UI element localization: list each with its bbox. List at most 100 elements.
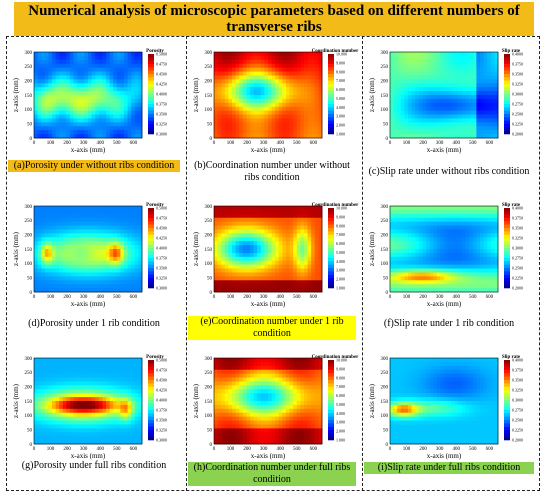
y-tick-label: 200 — [381, 385, 389, 390]
colorbar-tick-label: 10.000 — [336, 358, 347, 363]
colorbar-tick-label: 0.2000 — [512, 286, 523, 291]
y-tick-label: 300 — [381, 357, 389, 362]
y-tick-label: 200 — [205, 385, 213, 390]
x-tick-label: 200 — [63, 447, 71, 452]
x-tick-label: 200 — [243, 141, 251, 146]
colorbar-tick-label: 0.5000 — [156, 52, 167, 57]
y-tick-label: 0 — [386, 443, 389, 448]
plot-frame — [213, 205, 323, 293]
y-tick-label: 50 — [27, 122, 33, 127]
y-tick-label: 250 — [205, 65, 213, 70]
y-tick-label: 50 — [207, 276, 213, 281]
y-tick-label: 250 — [205, 219, 213, 224]
x-tick-label: 500 — [469, 141, 477, 146]
contour-plot-i: 0 100 200 300 400 500 600050100150200250300x-a… — [368, 355, 523, 460]
colorbar-tick-label: 10.000 — [336, 206, 347, 211]
y-tick-label: 300 — [205, 51, 213, 56]
caption-c: (c)Slip rate under without ribs conditio… — [368, 166, 530, 177]
colorbar-tick-label: 8.000 — [336, 69, 345, 74]
x-tick-label: 400 — [276, 447, 284, 452]
y-axis-label: z-axis (mm) — [192, 231, 200, 266]
plot-frame — [33, 357, 143, 445]
x-tick-label: 300 — [436, 295, 444, 300]
x-tick-label: 100 — [227, 141, 235, 146]
x-tick-label: 400 — [452, 295, 460, 300]
colorbar-tick-label: 0.3500 — [512, 378, 523, 383]
y-tick-label: 300 — [381, 205, 389, 210]
colorbar-tick-label: 3.000 — [336, 114, 345, 119]
x-axis-label: x-axis (mm) — [71, 300, 106, 308]
colorbar-tick-label: 0.4000 — [512, 206, 523, 211]
y-tick-label: 250 — [381, 219, 389, 224]
x-tick-label: 600 — [310, 141, 318, 146]
colorbar-tick-label: 9.000 — [336, 214, 345, 219]
caption-f: (f)Slip rate under 1 rib condition — [383, 318, 515, 329]
x-tick-label: 300 — [260, 295, 268, 300]
colorbar-tick-label: 7.000 — [336, 384, 345, 389]
y-axis-label: z-axis (mm) — [192, 77, 200, 112]
x-tick-label: 300 — [80, 447, 88, 452]
y-tick-label: 200 — [25, 233, 33, 238]
column-divider-2 — [362, 36, 363, 491]
y-tick-label: 0 — [30, 137, 33, 142]
colorbar-tick-label: 4.000 — [336, 259, 345, 264]
colorbar-tick-label: 0.3750 — [512, 62, 523, 67]
y-tick-label: 150 — [381, 94, 389, 99]
colorbar-tick-label: 0.3000 — [156, 438, 167, 443]
colorbar-tick-label: 0.2500 — [512, 418, 523, 423]
x-tick-label: 600 — [130, 141, 138, 146]
y-tick-label: 150 — [381, 248, 389, 253]
colorbar-tick-label: 6.000 — [336, 87, 345, 92]
contour-plot-a: 0 100 200 300 400 500 600050100150200250300x-a… — [12, 49, 167, 154]
x-tick-label: 400 — [276, 295, 284, 300]
colorbar-tick-label: 0.5000 — [156, 206, 167, 211]
colorbar-tick-label: 1.000 — [336, 438, 345, 443]
x-tick-label: 600 — [130, 447, 138, 452]
caption-g: (g)Porosity under full ribs condition — [21, 460, 167, 471]
caption-d: (d)Porosity under 1 rib condition — [28, 318, 160, 329]
x-axis-label: x-axis (mm) — [251, 300, 286, 308]
x-tick-label: 600 — [310, 447, 318, 452]
y-tick-label: 0 — [30, 291, 33, 296]
y-tick-label: 150 — [205, 400, 213, 405]
caption-e: (e)Coordination number under 1 rib condi… — [188, 316, 356, 340]
colorbar-tick-label: 5.000 — [336, 96, 345, 101]
x-tick-label: 200 — [63, 141, 71, 146]
colorbar-tick-label: 0.2250 — [512, 276, 523, 281]
x-tick-label: 100 — [227, 447, 235, 452]
colorbar-tick-label: 0.4000 — [156, 92, 167, 97]
plot-frame — [33, 51, 143, 139]
colorbar-tick-label: 0.3250 — [512, 82, 523, 87]
y-tick-label: 50 — [207, 122, 213, 127]
x-tick-label: 0 — [33, 295, 36, 300]
figure-title: Numerical analysis of microscopic parame… — [14, 2, 534, 36]
caption-h: (h)Coordination number under full ribs c… — [188, 462, 356, 486]
plot-frame — [389, 357, 499, 445]
y-tick-label: 0 — [386, 137, 389, 142]
x-tick-label: 0 — [213, 447, 216, 452]
y-tick-label: 300 — [205, 205, 213, 210]
colorbar-tick-label: 10.000 — [336, 52, 347, 57]
colorbar-tick-label: 0.2750 — [512, 102, 523, 107]
contour-plot-f: 0 100 200 300 400 500 600050100150200250300x-a… — [368, 203, 523, 308]
colorbar-tick-label: 0.3000 — [156, 286, 167, 291]
y-tick-label: 100 — [25, 414, 33, 419]
x-tick-label: 400 — [276, 141, 284, 146]
colorbar-tick-label: 0.3750 — [156, 408, 167, 413]
colorbar-tick-label: 0.2750 — [512, 408, 523, 413]
y-tick-label: 250 — [25, 219, 33, 224]
colorbar-tick-label: 0.3250 — [156, 122, 167, 127]
y-tick-label: 300 — [25, 357, 33, 362]
y-tick-label: 250 — [25, 371, 33, 376]
colorbar-tick-label: 0.3500 — [156, 112, 167, 117]
colorbar-tick-label: 0.3500 — [512, 226, 523, 231]
plot-frame — [389, 51, 499, 139]
y-tick-label: 200 — [381, 233, 389, 238]
x-tick-label: 100 — [227, 295, 235, 300]
y-axis-label: z-axis (mm) — [368, 383, 376, 418]
x-tick-label: 600 — [130, 295, 138, 300]
colorbar-tick-label: 0.4500 — [156, 378, 167, 383]
